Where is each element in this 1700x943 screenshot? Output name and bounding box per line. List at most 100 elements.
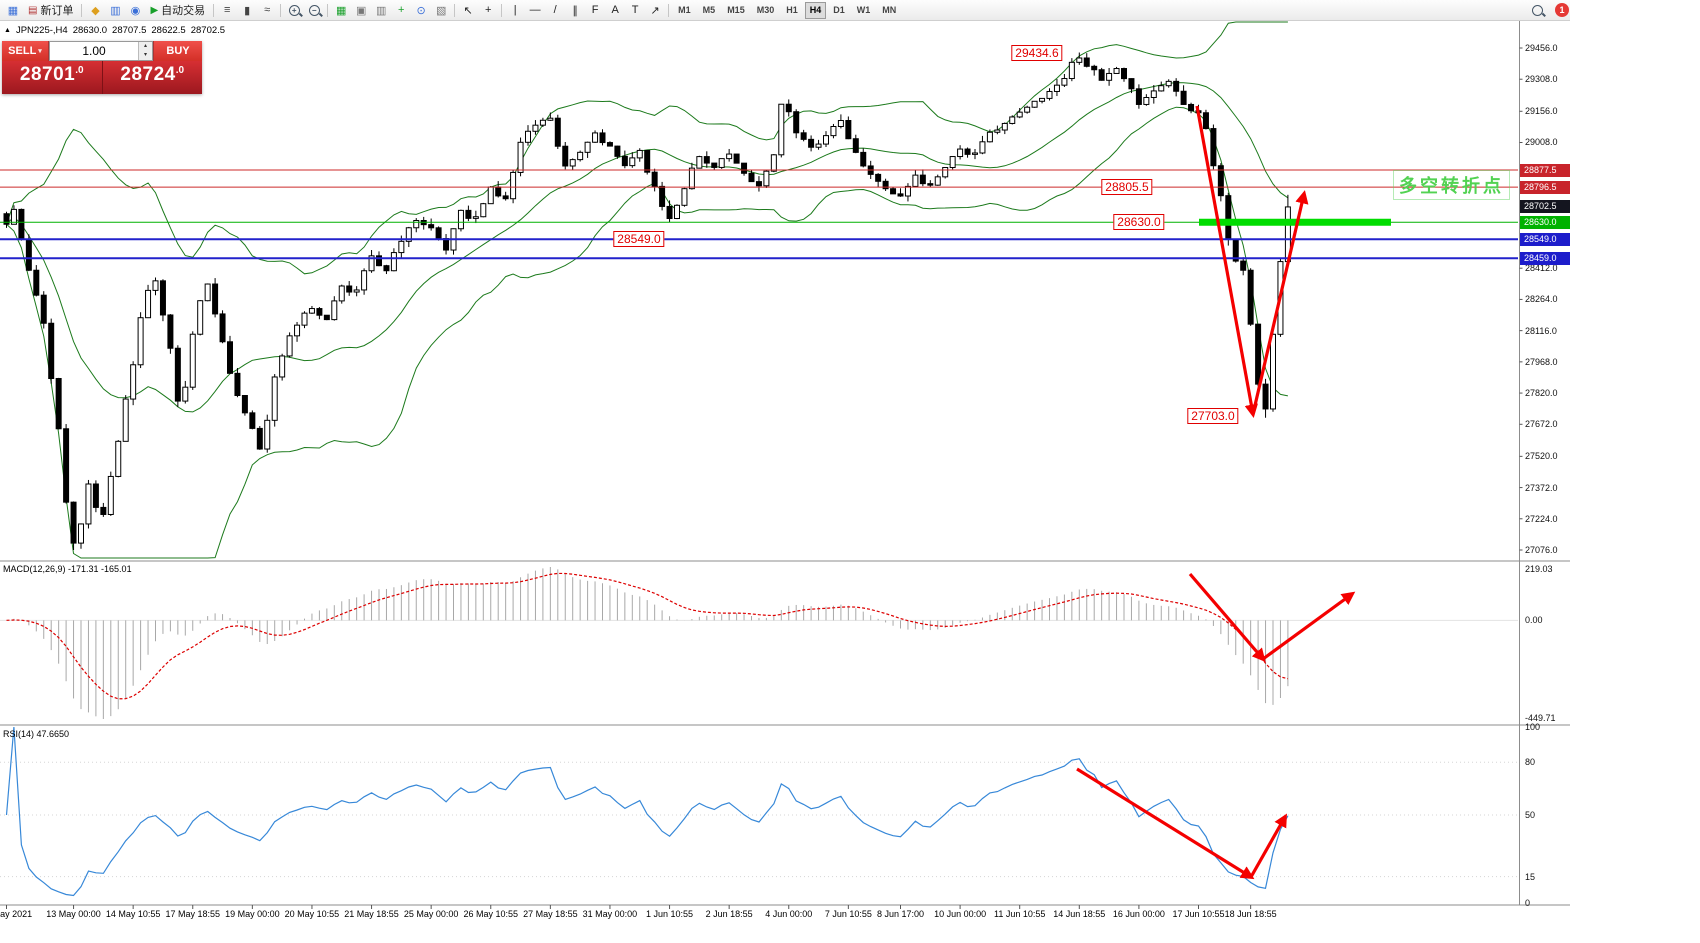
bid-price-decimals: .0 (75, 65, 84, 76)
date-label: 4 Jun 00:00 (765, 909, 813, 919)
bar-chart-icon[interactable]: ≡ (223, 4, 231, 16)
price-tag-28702.5: 28702.5 (1520, 200, 1570, 214)
timeframe-m30[interactable]: M30 (756, 4, 775, 15)
toolbar-separator (454, 3, 456, 17)
date-label: 13 May 00:00 (46, 909, 101, 919)
price-tag-28459.0: 28459.0 (1520, 251, 1570, 265)
annotation-text[interactable]: 多空转折点 (1393, 170, 1510, 200)
date-label: 17 Jun 10:55 (1172, 909, 1225, 919)
auto-arrange-icon[interactable]: ▥ (375, 4, 387, 17)
ohlc-low: 28622.5 (151, 25, 186, 36)
rsi-level-label-0: 0 (1525, 898, 1531, 908)
bid-panel[interactable]: 28701 .0 (2, 61, 103, 94)
timeframe-w1[interactable]: W1 (856, 4, 871, 15)
candlestick-chart-icon[interactable]: ▮ (244, 4, 251, 17)
price-tick-label: 27520.0 (1525, 451, 1558, 462)
timeframe-h1[interactable]: H1 (786, 4, 798, 15)
price-callout-29434.6[interactable]: 29434.6 (1011, 44, 1063, 61)
toolbar-separator (213, 3, 215, 17)
navigator-icon[interactable]: ▥ (110, 4, 121, 17)
chart-canvas[interactable] (0, 0, 1570, 943)
ask-panel[interactable]: 28724 .0 (102, 61, 202, 94)
volume-up-icon[interactable]: ▴ (139, 42, 152, 51)
sell-options-caret-icon[interactable]: ▾ (38, 48, 42, 55)
collapse-marker-icon[interactable]: ▲ (4, 27, 11, 34)
templates-icon[interactable]: ▧ (435, 4, 447, 17)
date-label: 25 May 00:00 (403, 909, 459, 919)
indicators-icon[interactable]: + (397, 4, 405, 16)
rsi-level-label-100: 100 (1525, 722, 1541, 732)
text-icon[interactable]: A (611, 4, 619, 16)
ohlc-close: 28702.5 (190, 25, 226, 36)
macd-signal-line (6, 572, 1289, 700)
timeframe-m5[interactable]: M5 (702, 4, 716, 15)
price-tag-28796.5: 28796.5 (1520, 180, 1570, 194)
timeframe-d1[interactable]: D1 (833, 4, 845, 15)
timeframe-mn[interactable]: MN (882, 4, 897, 15)
timeframe-m15[interactable]: M15 (727, 4, 745, 15)
chart-symbol-period: JPN225-,H4 (15, 25, 68, 36)
volume-field[interactable]: ▴ ▾ (49, 41, 153, 61)
toolbar-separator (668, 3, 670, 17)
timeframe-h4[interactable]: H4 (804, 1, 827, 19)
price-callout-28805.5[interactable]: 28805.5 (1101, 179, 1153, 196)
marketwatch-icon[interactable]: ◆ (91, 4, 100, 17)
date-label: 16 Jun 00:00 (1112, 909, 1165, 919)
new-order-button[interactable]: ▤ 新订单 (28, 4, 74, 18)
tile-windows-icon[interactable]: ▦ (335, 4, 347, 17)
rsi-level-label-50: 50 (1525, 810, 1536, 820)
price-tick-label: 27820.0 (1525, 388, 1558, 399)
label-icon[interactable]: T (631, 4, 639, 16)
vertical-line-icon[interactable]: | (513, 4, 517, 16)
ohlc-open: 28630.0 (72, 25, 108, 36)
ask-price-text: 28724 (120, 64, 176, 85)
volume-input[interactable] (50, 43, 138, 59)
macd-indicator-label: MACD(12,26,9) -171.31 -165.01 (3, 564, 132, 574)
price-callout-28630.0[interactable]: 28630.0 (1113, 214, 1165, 231)
sell-button[interactable]: SELL ▾ (2, 41, 49, 61)
timeframe-m1[interactable]: M1 (678, 4, 691, 15)
horizontal-line-icon[interactable]: — (529, 4, 541, 16)
buy-button[interactable]: BUY (153, 41, 202, 61)
date-label: 7 Jun 10:55 (824, 909, 872, 919)
periods-icon[interactable]: ⊙ (416, 4, 426, 17)
channel-icon[interactable]: ∥ (572, 4, 578, 17)
cascade-windows-icon[interactable]: ▣ (355, 4, 367, 17)
mt4-window: ▲ JPN225-,H4 28630.0 28707.5 28622.5 287… (0, 0, 1570, 943)
zoom-in-icon[interactable]: + (285, 2, 303, 18)
chart-overlays: ▲ JPN225-,H4 28630.0 28707.5 28622.5 287… (0, 25, 1570, 919)
buy-button-label: BUY (166, 45, 190, 57)
date-label: 14 May 10:55 (105, 909, 161, 919)
line-chart-icon[interactable]: ≈ (264, 4, 271, 16)
strategy-tester-icon[interactable]: ◉ (130, 4, 141, 17)
price-tick-label: 29308.0 (1525, 74, 1558, 85)
zoom-out-icon[interactable]: − (305, 2, 323, 18)
price-tag-28630.0: 28630.0 (1520, 215, 1570, 229)
notification-badge[interactable]: 1 (1555, 3, 1569, 17)
volume-spinner[interactable]: ▴ ▾ (138, 42, 152, 60)
price-callout-27703.0[interactable]: 27703.0 (1187, 408, 1239, 425)
macd-zero-label: 0.00 (1525, 615, 1543, 626)
date-label: 11 Jun 10:55 (993, 909, 1046, 919)
toolbar-separator (280, 3, 282, 17)
price-tick-label: 28412.0 (1525, 263, 1558, 274)
fibonacci-icon[interactable]: F (591, 4, 599, 16)
cursor-icon[interactable]: ↖ (463, 4, 473, 17)
date-label: 19 May 00:00 (225, 909, 280, 919)
autotrading-button[interactable]: ▶ 自动交易 (150, 4, 206, 18)
chart-window-icon[interactable]: ▦ (7, 4, 19, 17)
search-icon[interactable] (1528, 2, 1546, 18)
trend-arrows[interactable] (1076, 105, 1356, 880)
price-tag-28549.0: 28549.0 (1520, 232, 1570, 246)
trendline-icon[interactable]: / (553, 4, 557, 16)
date-label: 8 Jun 17:00 (876, 909, 925, 919)
ohlc-high: 28707.5 (112, 25, 147, 36)
crosshair-icon[interactable]: + (484, 4, 492, 16)
arrows-tool-icon[interactable]: ↗ (650, 4, 660, 17)
price-callout-28549.0[interactable]: 28549.0 (613, 231, 665, 248)
date-label: 11 May 2021 (0, 909, 33, 919)
price-tick-label: 28116.0 (1525, 325, 1557, 336)
toolbar: ▦ ▤ 新订单 ◆ ▥ ◉ ▶ 自动交易 ≡ ▮ ≈ + − ▦ ▣ ▥ + ⊙ ▧ ↖ + | — / ∥ F A T ↗ M1 M5 M1… (0, 0, 1570, 21)
volume-down-icon[interactable]: ▾ (139, 51, 152, 60)
chart-title: ▲ JPN225-,H4 28630.0 28707.5 28622.5 287… (4, 25, 225, 36)
